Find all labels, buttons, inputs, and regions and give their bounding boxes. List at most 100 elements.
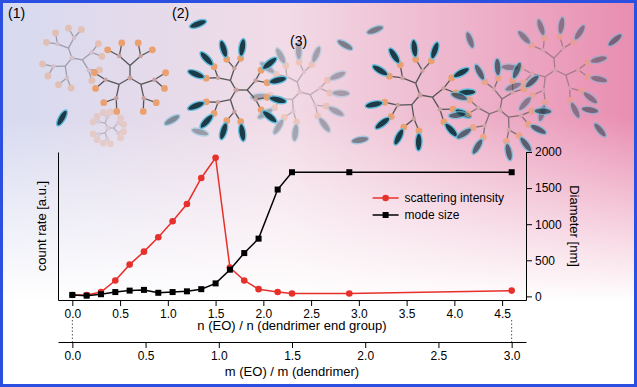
end-group: [55, 81, 62, 88]
end-group: [113, 108, 120, 115]
end-group: [107, 109, 114, 116]
junction: [253, 97, 257, 101]
rod: [327, 104, 346, 118]
tick-label: 1000: [535, 218, 562, 232]
rod: [589, 54, 608, 65]
junction: [116, 121, 120, 125]
data-point: [112, 289, 118, 295]
legend-marker: [382, 195, 389, 202]
data-point: [213, 280, 219, 286]
junction: [291, 109, 295, 113]
data-point: [155, 234, 162, 241]
junction: [97, 120, 101, 124]
tick: 2.0: [357, 342, 374, 363]
rod: [351, 135, 370, 145]
series-line: [72, 172, 511, 295]
rod: [186, 68, 205, 81]
rod: [373, 115, 391, 131]
tick-mark: [526, 188, 532, 189]
rod: [392, 127, 406, 146]
tick-label: 3.5: [399, 307, 416, 321]
tick-mark: [512, 342, 513, 348]
tick-mark: [526, 260, 532, 261]
data-point: [227, 267, 233, 273]
y-axis-line: [58, 153, 59, 301]
data-point: [98, 291, 104, 297]
junction: [116, 131, 120, 135]
rod: [518, 135, 534, 153]
end-group: [107, 140, 114, 147]
core: [418, 93, 423, 98]
x2-axis-title: m (EO) / m (dendrimer): [225, 364, 359, 379]
end-group: [135, 40, 142, 47]
junction: [511, 90, 515, 94]
tick-mark: [365, 342, 366, 348]
junction: [542, 88, 546, 92]
rod: [557, 16, 566, 35]
background: [0, 0, 637, 387]
x-axis-title: n (EO) / n (dendrimer end group): [197, 318, 386, 333]
tick-mark: [216, 300, 217, 306]
background-fade: [0, 0, 637, 387]
end-group: [78, 26, 85, 33]
junction: [530, 72, 534, 76]
tick-label: 0.0: [64, 307, 81, 321]
junction: [55, 42, 59, 46]
tick-label: 0.0: [65, 349, 82, 363]
junction: [232, 110, 236, 114]
junction: [507, 128, 511, 132]
end-group: [100, 99, 107, 106]
data-point: [241, 277, 248, 284]
junction: [492, 87, 496, 91]
junction: [89, 50, 93, 54]
junction: [86, 68, 90, 72]
annotation: (2): [172, 5, 189, 21]
dendrimer: [186, 38, 287, 142]
end-group: [140, 108, 147, 115]
rod: [218, 122, 230, 141]
data-point: [141, 248, 148, 255]
junction: [400, 76, 404, 80]
rod: [470, 137, 485, 156]
junction: [576, 67, 580, 71]
end-group: [90, 130, 97, 137]
legend: scattering intensitymode size: [373, 191, 504, 222]
end-group: [161, 85, 168, 92]
data-point: [255, 286, 262, 293]
data-point: [198, 286, 204, 292]
data-point: [184, 201, 191, 208]
end-group: [104, 46, 111, 53]
tick-label: 2.0: [357, 349, 374, 363]
data-point: [212, 154, 219, 161]
data-point: [274, 289, 281, 296]
junction: [216, 100, 220, 104]
rod: [452, 65, 471, 80]
rod: [336, 38, 355, 53]
junction: [567, 86, 571, 90]
tick-label: 0.5: [138, 349, 155, 363]
data-point: [69, 292, 75, 298]
rod: [198, 112, 215, 130]
tick-mark: [168, 300, 169, 306]
rod: [198, 50, 215, 68]
dendrimer: [91, 40, 169, 115]
rod: [410, 39, 419, 58]
rod: [238, 123, 247, 142]
junction: [420, 68, 424, 72]
rod: [310, 45, 323, 64]
junction: [216, 76, 220, 80]
data-point: [508, 287, 515, 294]
data-point: [346, 169, 352, 175]
tick-mark: [72, 300, 73, 306]
junction: [395, 103, 399, 107]
rod: [415, 133, 422, 151]
junction: [561, 46, 565, 50]
tick: 0.5: [112, 300, 129, 321]
end-group: [120, 128, 127, 135]
rod: [371, 63, 390, 78]
rod: [261, 55, 279, 72]
tick: 0: [526, 290, 542, 304]
rod: [590, 74, 609, 84]
junction: [302, 70, 306, 74]
rod: [186, 99, 205, 112]
